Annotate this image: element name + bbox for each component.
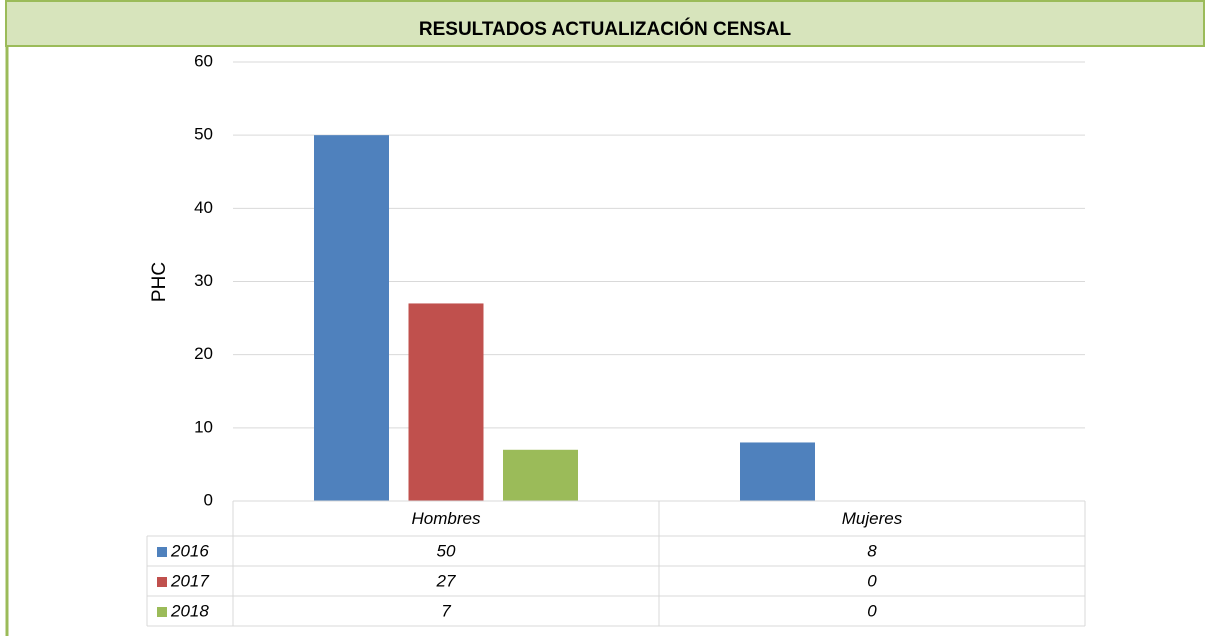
table-value: 8 bbox=[867, 541, 877, 560]
title-bar bbox=[5, 0, 1205, 47]
x-tick-label: Mujeres bbox=[842, 509, 903, 528]
legend-key bbox=[157, 607, 167, 617]
legend-label: 2018 bbox=[170, 601, 209, 620]
y-tick-label: 10 bbox=[194, 417, 213, 436]
y-tick-label: 30 bbox=[194, 271, 213, 290]
chart-title: RESULTADOS ACTUALIZACIÓN CENSAL bbox=[419, 18, 792, 40]
y-tick-label: 20 bbox=[194, 344, 213, 363]
y-tick-label: 0 bbox=[204, 490, 213, 509]
y-tick-label: 40 bbox=[194, 198, 213, 217]
legend-label: 2016 bbox=[170, 541, 209, 560]
legend-key bbox=[157, 577, 167, 587]
legend-key bbox=[157, 547, 167, 557]
bar bbox=[503, 449, 578, 501]
table-value: 0 bbox=[867, 601, 877, 620]
y-tick-label: 50 bbox=[194, 125, 213, 144]
bar bbox=[314, 135, 389, 501]
table-value: 27 bbox=[436, 571, 456, 590]
bar bbox=[408, 303, 484, 501]
bar bbox=[740, 442, 815, 501]
table-value: 50 bbox=[437, 541, 456, 560]
legend-label: 2017 bbox=[170, 571, 209, 590]
y-tick-label: 60 bbox=[194, 51, 213, 70]
table-value: 7 bbox=[441, 601, 451, 620]
table-value: 0 bbox=[867, 571, 877, 590]
x-tick-label: Hombres bbox=[412, 509, 481, 528]
y-axis-label: PHC bbox=[149, 262, 170, 302]
